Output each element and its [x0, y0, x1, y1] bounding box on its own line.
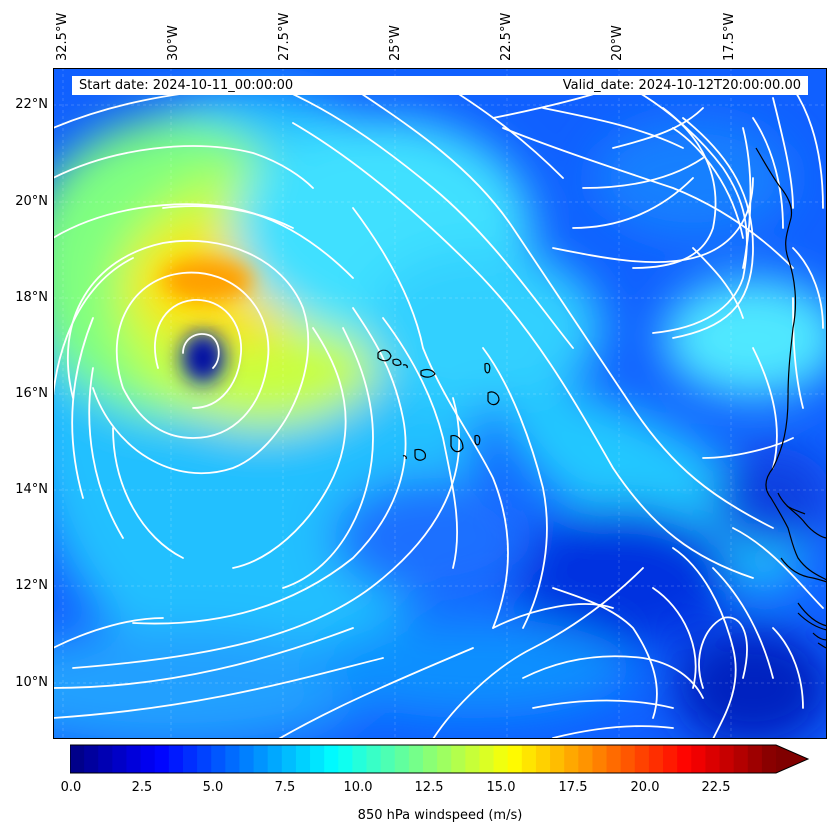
colorbar-step [168, 745, 184, 773]
wind-map [53, 68, 827, 739]
colorbar-step [394, 745, 410, 773]
colorbar-step [154, 745, 170, 773]
start-date-label: Start date: 2024-10-11_00:00:00 [79, 78, 294, 93]
colorbar-tick: 7.5 [274, 780, 296, 795]
colorbar-step [705, 745, 721, 773]
colorbar-step [691, 745, 706, 773]
colorbar-tick: 0.0 [60, 780, 82, 795]
colorbar-step [211, 745, 226, 773]
colorbar-step [338, 745, 353, 773]
colorbar-step [479, 745, 495, 773]
colorbar-tick: 12.5 [414, 780, 444, 795]
colorbar-tick: 5.0 [202, 780, 224, 795]
colorbar-step [267, 745, 283, 773]
lon-label: 27.5°W [277, 12, 292, 61]
colorbar-step [451, 745, 466, 773]
colorbar-step [677, 745, 692, 773]
colorbar-step [112, 745, 127, 773]
windspeed-field [53, 68, 827, 739]
colorbar-step [408, 745, 424, 773]
colorbar-step [140, 745, 156, 773]
colorbar-label: 850 hPa windspeed (m/s) [357, 808, 523, 823]
colorbar-step [465, 745, 480, 773]
colorbar-step [352, 745, 368, 773]
colorbar-step [634, 745, 650, 773]
colorbar-step [747, 745, 763, 773]
colorbar-step [535, 745, 551, 773]
lon-label: 32.5°W [55, 12, 70, 61]
colorbar-step [239, 745, 255, 773]
lat-label: 18°N [15, 290, 48, 305]
colorbar-step [225, 745, 240, 773]
colorbar-step [295, 745, 311, 773]
colorbar-tick: 17.5 [558, 780, 588, 795]
date-banner: Start date: 2024-10-11_00:00:00 Valid_da… [72, 76, 808, 95]
colorbar-step [70, 745, 85, 773]
colorbar-extend-arrow [776, 745, 808, 773]
lat-label: 12°N [15, 578, 48, 593]
lat-label: 20°N [15, 194, 48, 209]
colorbar-step [182, 745, 198, 773]
colorbar-tick: 22.5 [701, 780, 731, 795]
colorbar-step [521, 745, 537, 773]
colorbar-step [281, 745, 297, 773]
colorbar-step [84, 745, 99, 773]
colorbar-step [719, 745, 735, 773]
lon-label: 22.5°W [499, 12, 514, 61]
colorbar-tick: 2.5 [131, 780, 153, 795]
colorbar-step [733, 745, 749, 773]
colorbar-step [578, 745, 593, 773]
colorbar-step [564, 745, 579, 773]
colorbar-step [253, 745, 269, 773]
colorbar-step [663, 745, 678, 773]
colorbar-step [98, 745, 113, 773]
lat-label: 10°N [15, 675, 48, 690]
lon-label: 17.5°W [722, 12, 737, 61]
colorbar-step [197, 745, 212, 773]
colorbar-step [324, 745, 339, 773]
lat-label: 22°N [15, 97, 48, 112]
colorbar-step [366, 745, 382, 773]
colorbar [70, 744, 810, 774]
colorbar-step [423, 745, 438, 773]
colorbar-step [437, 745, 452, 773]
colorbar-step [761, 745, 777, 773]
lon-label: 20°W [610, 25, 625, 61]
colorbar-step [620, 745, 636, 773]
colorbar-step [126, 745, 142, 773]
lat-label: 14°N [15, 482, 48, 497]
colorbar-step [592, 745, 608, 773]
colorbar-tick: 20.0 [630, 780, 660, 795]
lon-label: 25°W [388, 25, 403, 61]
colorbar-step [310, 745, 325, 773]
colorbar-tick: 10.0 [343, 780, 373, 795]
colorbar-step [648, 745, 664, 773]
colorbar-step [550, 745, 565, 773]
colorbar-step [380, 745, 396, 773]
lon-label: 30°W [166, 25, 181, 61]
colorbar-tick: 15.0 [486, 780, 516, 795]
colorbar-step [606, 745, 622, 773]
lat-label: 16°N [15, 386, 48, 401]
colorbar-step [493, 745, 509, 773]
valid-date-label: Valid_date: 2024-10-12T20:00:00.00 [562, 78, 801, 93]
colorbar-step [507, 745, 523, 773]
